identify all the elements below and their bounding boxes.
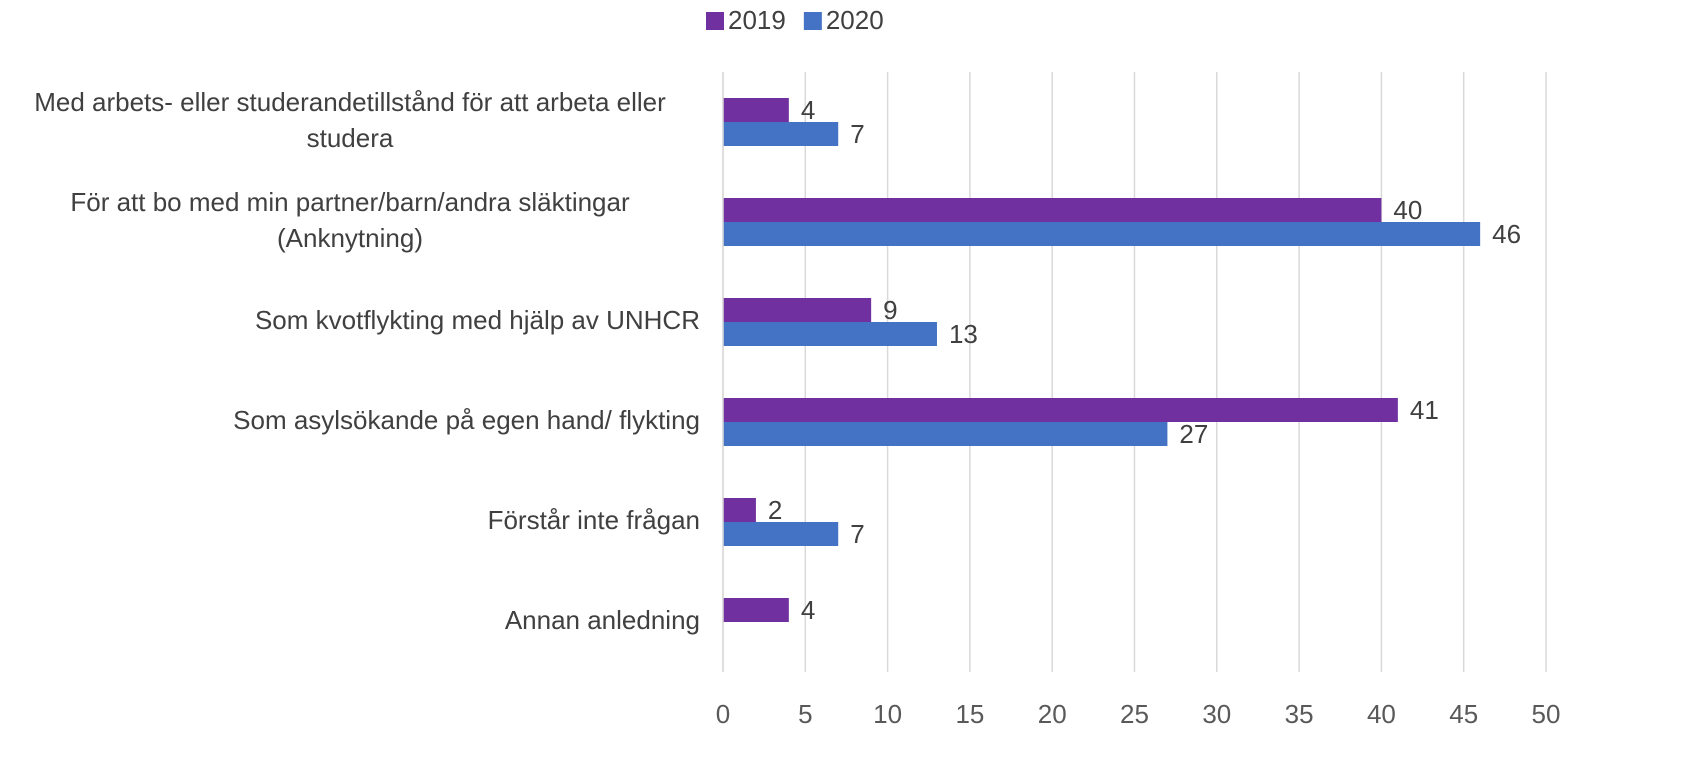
data-label: 4 xyxy=(801,95,815,125)
bar xyxy=(723,598,789,622)
x-tick-label: 35 xyxy=(1285,699,1314,729)
x-tick-label: 50 xyxy=(1532,699,1561,729)
bar xyxy=(723,198,1382,222)
bar xyxy=(723,298,872,322)
data-label: 40 xyxy=(1393,195,1422,225)
data-label: 2 xyxy=(768,495,782,525)
y-tick-label: Med arbets- eller studerandetillstånd fö… xyxy=(34,87,666,153)
category-label-box: Med arbets- eller studerandetillstånd fö… xyxy=(0,70,700,170)
x-tick-label: 25 xyxy=(1120,699,1149,729)
category-label-box: Förstår inte frågan xyxy=(0,470,700,570)
data-label: 41 xyxy=(1410,395,1439,425)
data-label: 46 xyxy=(1492,219,1521,249)
bar xyxy=(723,522,839,546)
x-tick-label: 10 xyxy=(873,699,902,729)
category-label-box: Annan anledning xyxy=(0,570,700,670)
x-tick-label: 20 xyxy=(1038,699,1067,729)
data-label: 7 xyxy=(850,119,864,149)
y-tick-label: För att bo med min partner/barn/andra sl… xyxy=(70,187,630,253)
y-tick-label: Förstår inte frågan xyxy=(487,505,700,535)
legend-swatch xyxy=(803,12,822,30)
category-label-box: För att bo med min partner/barn/andra sl… xyxy=(0,170,700,270)
x-tick-label: 5 xyxy=(798,699,812,729)
legend-label: 2019 xyxy=(728,5,786,35)
y-tick-label: Som asylsökande på egen hand/ flykting xyxy=(233,405,700,435)
bar xyxy=(723,498,756,522)
category-label-box: Som asylsökande på egen hand/ flykting xyxy=(0,370,700,470)
bar xyxy=(723,422,1168,446)
y-tick-label: Som kvotflykting med hjälp av UNHCR xyxy=(254,305,700,335)
x-tick-label: 15 xyxy=(955,699,984,729)
bar xyxy=(723,98,789,122)
data-label: 4 xyxy=(801,595,815,625)
data-label: 7 xyxy=(850,519,864,549)
data-label: 13 xyxy=(949,319,978,349)
legend-label: 2020 xyxy=(826,5,884,35)
data-label: 9 xyxy=(883,295,897,325)
bar xyxy=(723,122,839,146)
bar xyxy=(723,322,937,346)
x-tick-label: 40 xyxy=(1367,699,1396,729)
bar xyxy=(723,222,1481,246)
x-tick-label: 45 xyxy=(1449,699,1478,729)
data-label: 27 xyxy=(1179,419,1208,449)
bar xyxy=(723,398,1398,422)
category-label-box: Som kvotflykting med hjälp av UNHCR xyxy=(0,270,700,370)
x-tick-label: 0 xyxy=(716,699,730,729)
x-tick-label: 30 xyxy=(1202,699,1231,729)
y-tick-label: Annan anledning xyxy=(504,605,700,635)
legend-swatch xyxy=(706,12,724,30)
